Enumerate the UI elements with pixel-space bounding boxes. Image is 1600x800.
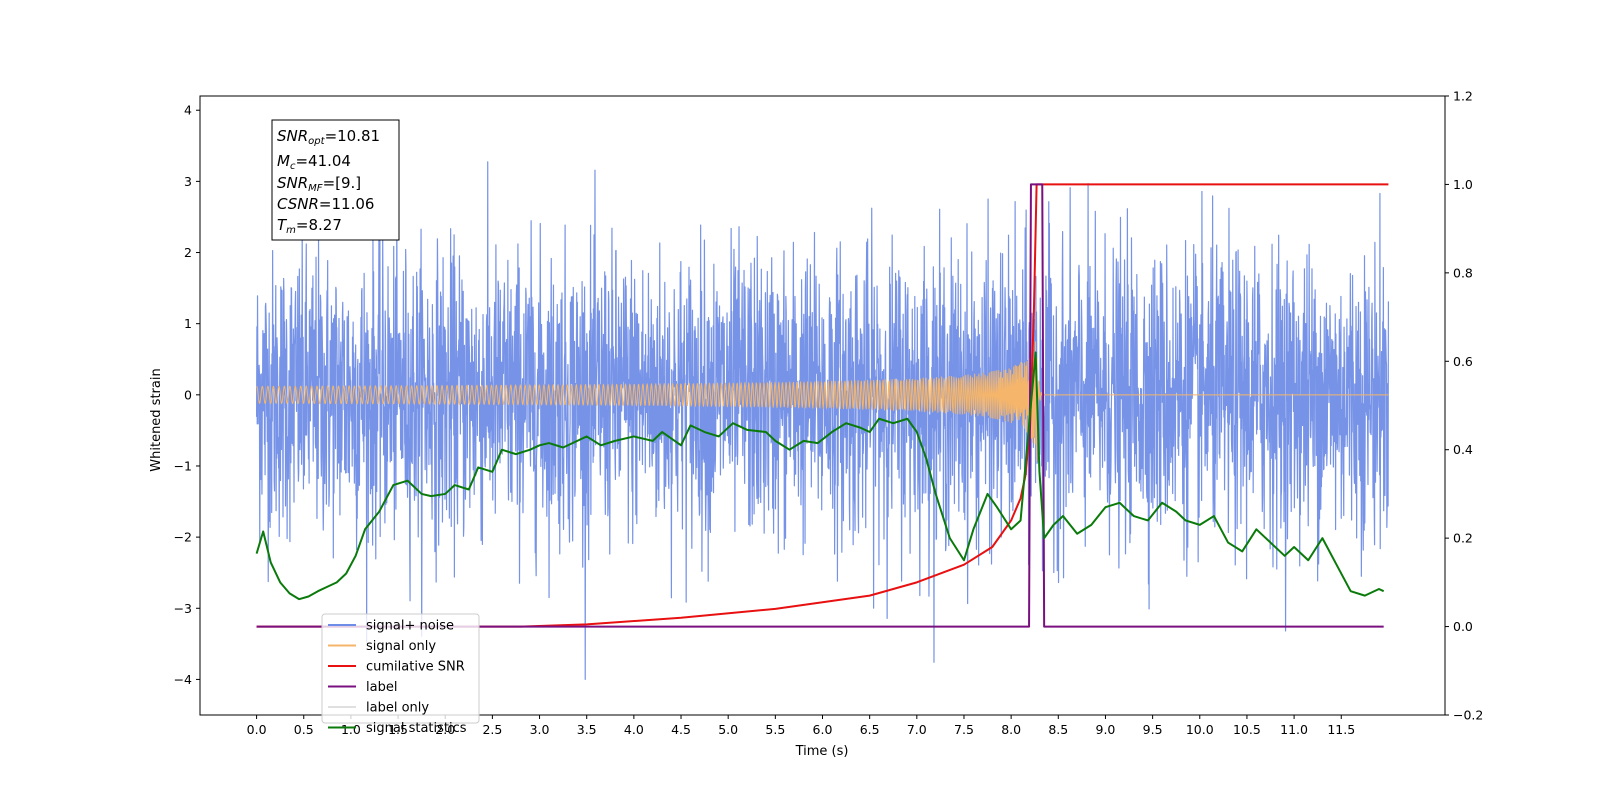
legend-box bbox=[321, 613, 480, 724]
y-tick-label: −3 bbox=[174, 601, 192, 616]
y-tick-label: 1 bbox=[184, 316, 192, 331]
x-axis-label: Time (s) bbox=[795, 744, 849, 759]
legend: signal+ noise signal only cumilative SNR la… bbox=[321, 613, 480, 736]
info-line-2: Mc=41.04 bbox=[277, 152, 351, 172]
y-tick-label: 2 bbox=[184, 245, 192, 260]
legend-label: label bbox=[366, 680, 397, 695]
series-line-0 bbox=[255, 161, 1390, 681]
y2-tick-label: 0.4 bbox=[1453, 442, 1473, 457]
x-tick-label: 11.5 bbox=[1327, 722, 1355, 737]
series-layer bbox=[255, 161, 1390, 681]
y-tick-label: −4 bbox=[174, 672, 192, 687]
y-axis-right: 1.2 1.0 0.8 0.6 0.4 0.2 0.0 −0.2 bbox=[1445, 89, 1483, 723]
y2-tick-label: −0.2 bbox=[1453, 708, 1483, 723]
series-line-3 bbox=[256, 183, 1384, 628]
x-axis: 0.0 0.5 1.0 1.5 2.0 2.5 3.0 3.5 4.0 4.5 5.0 5.5 6.0 6… bbox=[247, 715, 1355, 737]
x-tick-label: 10.0 bbox=[1186, 722, 1214, 737]
y2-tick-label: 1.2 bbox=[1453, 89, 1473, 104]
x-tick-label: 1.5 bbox=[388, 722, 408, 737]
x-tick-label: 3.0 bbox=[530, 722, 550, 737]
x-tick-label: 0.5 bbox=[294, 722, 314, 737]
x-tick-label: 7.0 bbox=[907, 722, 927, 737]
x-tick-label: 0.0 bbox=[247, 722, 267, 737]
y-tick-label: 0 bbox=[184, 387, 192, 402]
x-tick-label: 5.0 bbox=[718, 722, 738, 737]
info-box bbox=[271, 119, 400, 241]
series-line-1 bbox=[256, 341, 1389, 462]
series-line-5 bbox=[255, 351, 1385, 601]
y2-tick-label: 0.6 bbox=[1453, 354, 1473, 369]
x-tick-label: 4.5 bbox=[671, 722, 691, 737]
y2-tick-label: 0.2 bbox=[1453, 531, 1473, 546]
x-tick-label: 8.5 bbox=[1048, 722, 1068, 737]
x-tick-label: 1.0 bbox=[341, 722, 361, 737]
legend-label: label only bbox=[366, 701, 429, 716]
series-line-2 bbox=[256, 183, 1389, 628]
x-tick-label: 9.0 bbox=[1096, 722, 1116, 737]
info-line-1: SNRopt=10.81 bbox=[277, 127, 380, 147]
y2-tick-label: 0.8 bbox=[1453, 265, 1473, 280]
x-tick-label: 6.0 bbox=[813, 722, 833, 737]
legend-label: signal statistics bbox=[366, 721, 467, 736]
info-annotation: SNRopt=10.81 Mc=41.04 SNRMF=[9.] CSNR=11… bbox=[271, 119, 400, 241]
x-tick-label: 7.5 bbox=[954, 722, 974, 737]
x-tick-label: 10.5 bbox=[1233, 722, 1261, 737]
y-tick-label: 3 bbox=[184, 174, 192, 189]
x-tick-label: 5.5 bbox=[765, 722, 785, 737]
y-axis-left: 4 3 2 1 0 −1 −2 −3 −4 bbox=[174, 103, 200, 687]
x-tick-label: 3.5 bbox=[577, 722, 597, 737]
x-tick-label: 8.0 bbox=[1001, 722, 1021, 737]
info-line-5: Tm=8.27 bbox=[277, 216, 342, 236]
x-tick-label: 2.0 bbox=[435, 722, 455, 737]
y-tick-label: −1 bbox=[174, 458, 192, 473]
info-line-3: SNRMF=[9.] bbox=[277, 174, 361, 194]
legend-label: signal+ noise bbox=[366, 619, 454, 634]
y-tick-label: −2 bbox=[174, 530, 192, 545]
y-tick-label: 4 bbox=[184, 103, 192, 118]
y-axis-label: Whitened strain bbox=[149, 368, 164, 471]
x-tick-label: 6.5 bbox=[860, 722, 880, 737]
info-line-4: CSNR=11.06 bbox=[277, 195, 374, 213]
legend-label: signal only bbox=[366, 639, 436, 654]
x-tick-label: 2.5 bbox=[482, 722, 502, 737]
y2-tick-label: 1.0 bbox=[1453, 177, 1473, 192]
x-tick-label: 4.0 bbox=[624, 722, 644, 737]
y2-tick-label: 0.0 bbox=[1453, 619, 1473, 634]
x-tick-label: 11.0 bbox=[1280, 722, 1308, 737]
legend-label: cumilative SNR bbox=[366, 660, 465, 675]
x-tick-label: 9.5 bbox=[1143, 722, 1163, 737]
